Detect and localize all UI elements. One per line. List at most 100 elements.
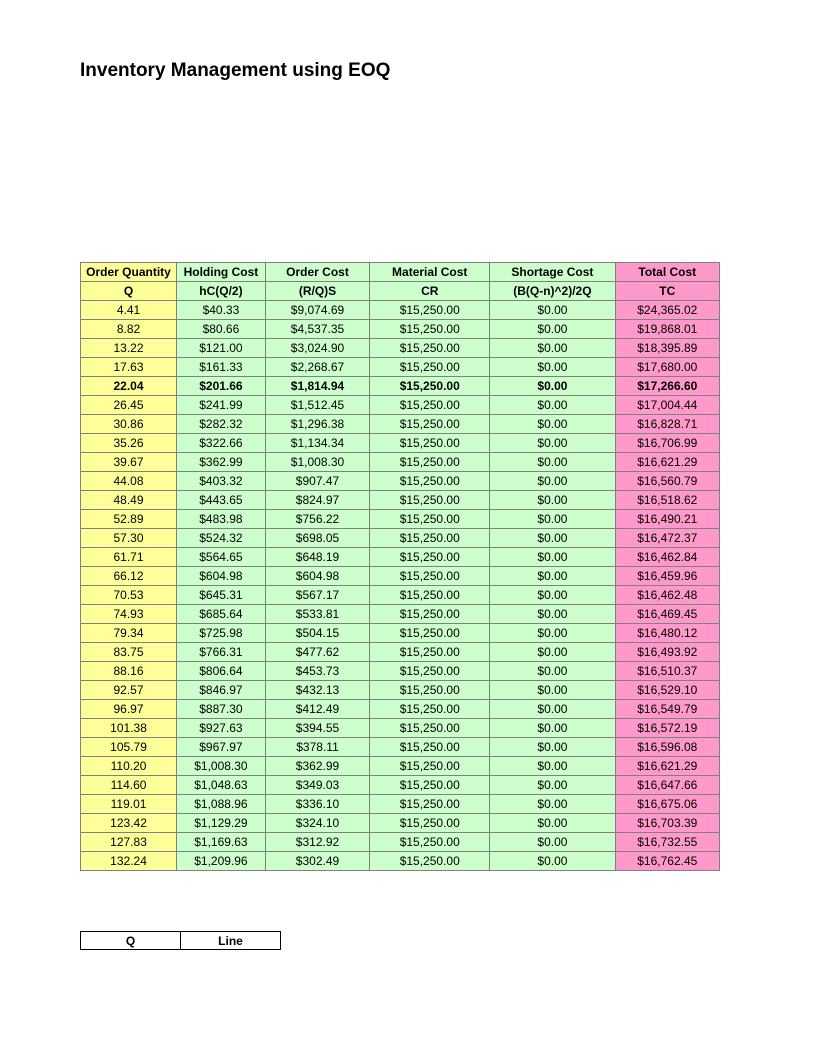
table-cell: $0.00	[490, 833, 615, 852]
table-cell: $604.98	[265, 567, 369, 586]
table-cell: $1,008.30	[265, 453, 369, 472]
table-cell: $80.66	[177, 320, 266, 339]
table-cell: $604.98	[177, 567, 266, 586]
table-cell: $1,088.96	[177, 795, 266, 814]
table-cell: $564.65	[177, 548, 266, 567]
table-cell: $1,008.30	[177, 757, 266, 776]
table-header: Order Quantity Holding Cost Order Cost M…	[81, 263, 720, 301]
table-cell: $15,250.00	[370, 643, 490, 662]
table-row: 66.12$604.98$604.98$15,250.00$0.00$16,45…	[81, 567, 720, 586]
header-formula-sc: (B(Q-n)^2)/2Q	[490, 282, 615, 301]
table-cell: $349.03	[265, 776, 369, 795]
table-cell: $0.00	[490, 472, 615, 491]
table-cell: $443.65	[177, 491, 266, 510]
table-row: 83.75$766.31$477.62$15,250.00$0.00$16,49…	[81, 643, 720, 662]
table-cell: $15,250.00	[370, 814, 490, 833]
table-cell: $16,762.45	[615, 852, 719, 871]
table-cell: $161.33	[177, 358, 266, 377]
table-cell: $9,074.69	[265, 301, 369, 320]
table-row: 44.08$403.32$907.47$15,250.00$0.00$16,56…	[81, 472, 720, 491]
table-cell: $15,250.00	[370, 320, 490, 339]
table-cell: $16,621.29	[615, 453, 719, 472]
table-row: 101.38$927.63$394.55$15,250.00$0.00$16,5…	[81, 719, 720, 738]
table-cell: $15,250.00	[370, 415, 490, 434]
table-cell: $0.00	[490, 510, 615, 529]
table-cell: $0.00	[490, 415, 615, 434]
table-row: 8.82$80.66$4,537.35$15,250.00$0.00$19,86…	[81, 320, 720, 339]
table-row: 52.89$483.98$756.22$15,250.00$0.00$16,49…	[81, 510, 720, 529]
table-cell: $403.32	[177, 472, 266, 491]
legend-q: Q	[81, 932, 181, 950]
table-cell: $0.00	[490, 339, 615, 358]
table-row: 39.67$362.99$1,008.30$15,250.00$0.00$16,…	[81, 453, 720, 472]
table-row: 92.57$846.97$432.13$15,250.00$0.00$16,52…	[81, 681, 720, 700]
table-cell: 30.86	[81, 415, 177, 434]
table-cell: $24,365.02	[615, 301, 719, 320]
table-cell: $16,706.99	[615, 434, 719, 453]
table-cell: $1,209.96	[177, 852, 266, 871]
page-content: Inventory Management using EOQ Order Qua…	[0, 0, 817, 950]
table-row: 13.22$121.00$3,024.90$15,250.00$0.00$18,…	[81, 339, 720, 358]
table-cell: $0.00	[490, 662, 615, 681]
table-cell: $15,250.00	[370, 719, 490, 738]
table-cell: $483.98	[177, 510, 266, 529]
table-cell: $15,250.00	[370, 529, 490, 548]
table-cell: 119.01	[81, 795, 177, 814]
table-cell: $0.00	[490, 700, 615, 719]
table-cell: 17.63	[81, 358, 177, 377]
table-cell: $322.66	[177, 434, 266, 453]
table-cell: $16,549.79	[615, 700, 719, 719]
table-cell: $241.99	[177, 396, 266, 415]
table-cell: $16,732.55	[615, 833, 719, 852]
table-cell: 79.34	[81, 624, 177, 643]
table-cell: 70.53	[81, 586, 177, 605]
table-cell: $16,572.19	[615, 719, 719, 738]
table-cell: 52.89	[81, 510, 177, 529]
table-cell: $412.49	[265, 700, 369, 719]
legend-row: Q Line	[81, 932, 281, 950]
table-cell: $15,250.00	[370, 624, 490, 643]
table-cell: $15,250.00	[370, 738, 490, 757]
table-cell: 57.30	[81, 529, 177, 548]
table-cell: $0.00	[490, 301, 615, 320]
table-row: 110.20$1,008.30$362.99$15,250.00$0.00$16…	[81, 757, 720, 776]
table-cell: $0.00	[490, 643, 615, 662]
table-cell: $16,493.92	[615, 643, 719, 662]
table-cell: $567.17	[265, 586, 369, 605]
table-cell: $15,250.00	[370, 567, 490, 586]
table-cell: $15,250.00	[370, 700, 490, 719]
table-cell: 4.41	[81, 301, 177, 320]
table-row: 22.04$201.66$1,814.94$15,250.00$0.00$17,…	[81, 377, 720, 396]
table-cell: $16,469.45	[615, 605, 719, 624]
table-cell: $1,512.45	[265, 396, 369, 415]
table-cell: $0.00	[490, 605, 615, 624]
table-cell: $0.00	[490, 681, 615, 700]
table-cell: $15,250.00	[370, 434, 490, 453]
table-cell: $282.32	[177, 415, 266, 434]
table-cell: $15,250.00	[370, 358, 490, 377]
table-cell: $17,004.44	[615, 396, 719, 415]
table-cell: $1,129.29	[177, 814, 266, 833]
table-cell: $16,828.71	[615, 415, 719, 434]
table-cell: $15,250.00	[370, 681, 490, 700]
table-cell: $17,266.60	[615, 377, 719, 396]
table-cell: $121.00	[177, 339, 266, 358]
table-cell: $16,490.21	[615, 510, 719, 529]
table-cell: $15,250.00	[370, 852, 490, 871]
header-formula-oc: (R/Q)S	[265, 282, 369, 301]
table-cell: $846.97	[177, 681, 266, 700]
table-cell: $15,250.00	[370, 491, 490, 510]
table-cell: $766.31	[177, 643, 266, 662]
page-title: Inventory Management using EOQ	[80, 60, 737, 82]
table-cell: $18,395.89	[615, 339, 719, 358]
table-row: 57.30$524.32$698.05$15,250.00$0.00$16,47…	[81, 529, 720, 548]
table-cell: $336.10	[265, 795, 369, 814]
table-cell: $533.81	[265, 605, 369, 624]
table-cell: $0.00	[490, 567, 615, 586]
table-cell: $15,250.00	[370, 377, 490, 396]
table-cell: 39.67	[81, 453, 177, 472]
table-cell: $40.33	[177, 301, 266, 320]
table-cell: $0.00	[490, 529, 615, 548]
table-cell: $201.66	[177, 377, 266, 396]
header-formula-tc: TC	[615, 282, 719, 301]
